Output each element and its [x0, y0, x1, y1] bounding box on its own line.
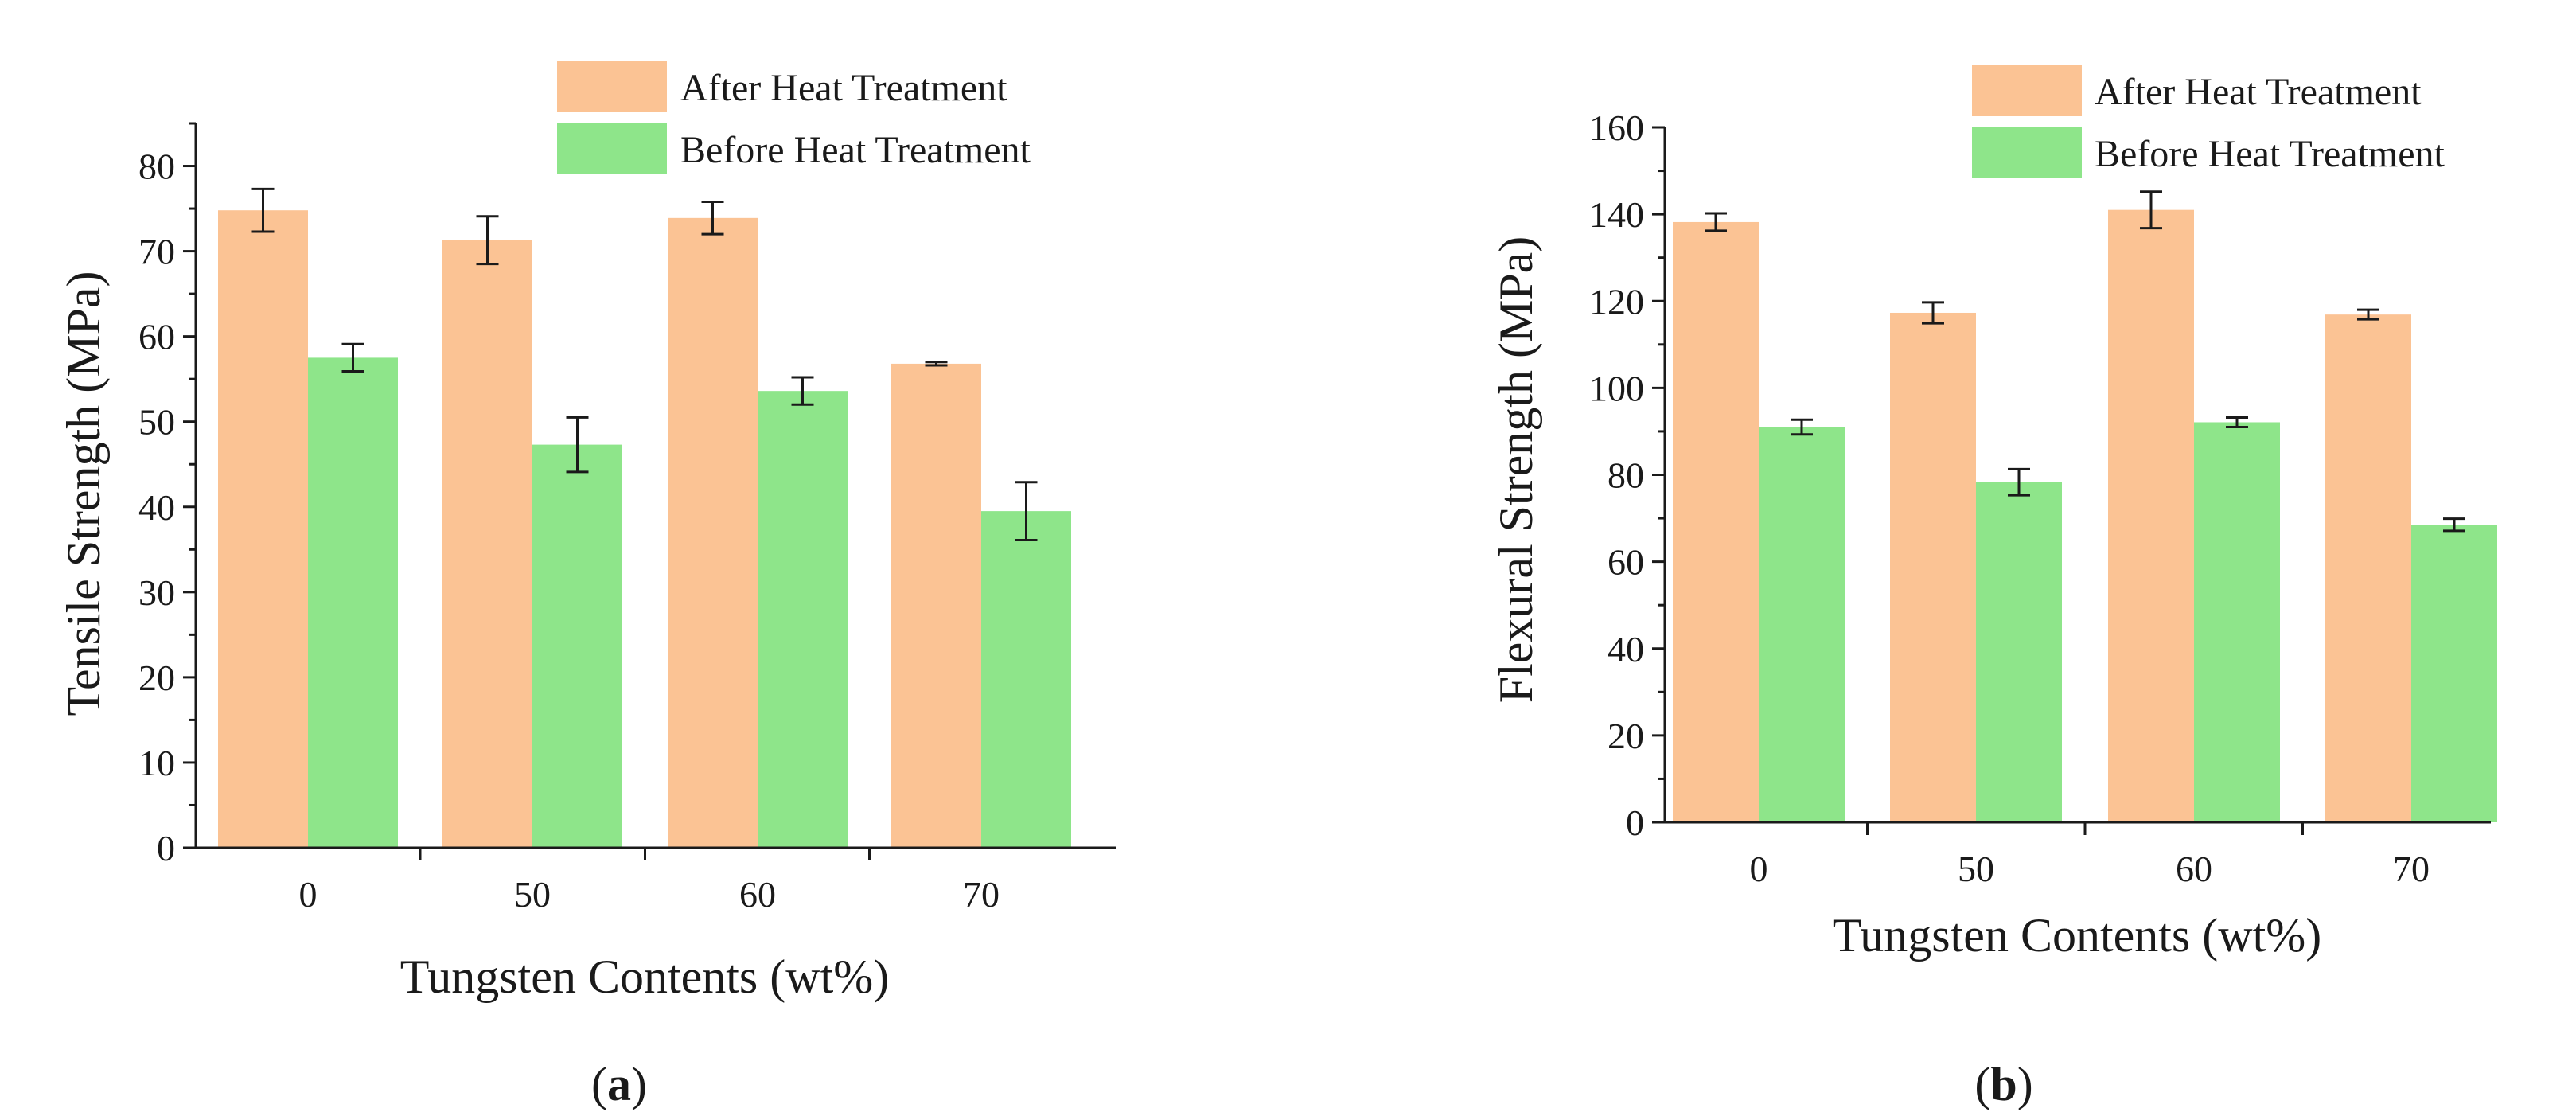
panel-label-a-open: (	[591, 1058, 607, 1110]
panel-label-b-open: (	[1974, 1058, 1990, 1110]
error-bar-0-50	[1922, 301, 1944, 325]
bar-after-heat-treatment-70	[2325, 314, 2411, 822]
x-tick-label-50: 50	[1958, 849, 1994, 889]
chart-b-y-ticks: 0 20 40 60 80 100 120 140 160	[1589, 107, 1665, 843]
bar-after-heat-treatment-0	[1673, 221, 1759, 822]
error-bar-1-70	[1015, 481, 1038, 542]
chart-b-legend: After Heat Treatment Before Heat Treatme…	[1972, 65, 2445, 178]
chart-a-y-ticks: 0 10 20 30 40 50 60 70 80	[138, 122, 196, 868]
bar-before-heat-treatment-50	[532, 444, 622, 848]
y-tick-label-100: 100	[1589, 368, 1644, 408]
x-tick-label-70: 70	[2393, 849, 2430, 889]
legend-swatch-after	[1972, 65, 2082, 116]
bar-after-heat-treatment-0	[218, 210, 308, 848]
error-bar-0-50	[476, 215, 499, 266]
panel-label-a-close: )	[631, 1058, 647, 1110]
error-bar-0-60	[2140, 190, 2162, 230]
chart-a-x-ticks: 0 50 60 70	[299, 848, 1000, 915]
panel-label-b-close: )	[2017, 1058, 2033, 1110]
y-tick-label-80: 80	[1608, 455, 1644, 496]
x-tick-label-60: 60	[2176, 849, 2212, 889]
legend-swatch-after	[557, 61, 667, 112]
y-tick-label-70: 70	[138, 232, 175, 272]
panel-label-a-letter: a	[607, 1058, 631, 1110]
chart-b-x-axis-label: Tungsten Contents (wt%)	[1833, 909, 2321, 962]
y-tick-label-120: 120	[1589, 281, 1644, 322]
y-tick-label-80: 80	[138, 146, 175, 187]
bar-after-heat-treatment-50	[1890, 312, 1976, 822]
chart-a-x-axis-label: Tungsten Contents (wt%)	[400, 950, 889, 1003]
bar-before-heat-treatment-70	[2411, 525, 2497, 822]
chart-a-tensile-strength: 0 10 20 30 40 50 60 70 80 0 50 60 70 Tungsten Conte…	[57, 61, 1116, 1110]
chart-a-bars	[218, 210, 1071, 849]
error-bar-0-70	[925, 361, 948, 367]
bar-before-heat-treatment-60	[758, 391, 848, 849]
error-bar-1-0	[341, 342, 364, 373]
y-tick-label-40: 40	[1608, 629, 1644, 669]
bar-before-heat-treatment-0	[308, 357, 398, 849]
bar-after-heat-treatment-60	[2108, 209, 2194, 822]
x-tick-label-0: 0	[1750, 849, 1768, 889]
x-tick-label-0: 0	[299, 874, 318, 915]
y-tick-label-20: 20	[1608, 716, 1644, 756]
bar-after-heat-treatment-70	[891, 363, 981, 848]
legend-label-before: Before Heat Treatment	[2095, 133, 2445, 175]
error-bar-1-50	[566, 416, 589, 474]
error-bar-0-60	[701, 200, 724, 236]
error-bar-1-0	[1791, 418, 1813, 436]
y-tick-label-10: 10	[138, 743, 175, 783]
error-bar-1-60	[791, 376, 814, 406]
y-tick-label-60: 60	[1608, 542, 1644, 583]
legend-label-before: Before Heat Treatment	[680, 129, 1031, 171]
y-tick-label-60: 60	[138, 317, 175, 357]
bar-before-heat-treatment-60	[2194, 422, 2280, 822]
chart-b-error-bars	[1705, 190, 2465, 533]
y-tick-label-20: 20	[138, 658, 175, 698]
x-tick-label-50: 50	[514, 874, 551, 915]
legend-swatch-before	[557, 123, 667, 174]
y-tick-label-0: 0	[1626, 802, 1644, 843]
error-bar-1-50	[2008, 467, 2030, 497]
error-bar-0-0	[251, 187, 275, 233]
error-bar-1-70	[2443, 517, 2465, 533]
y-tick-label-140: 140	[1589, 194, 1644, 235]
panel-label-b: (b)	[1974, 1058, 2032, 1110]
y-tick-label-40: 40	[138, 487, 175, 528]
legend-label-after: After Heat Treatment	[2095, 71, 2422, 113]
bar-before-heat-treatment-50	[1976, 482, 2062, 822]
bar-after-heat-treatment-50	[442, 240, 532, 848]
bar-before-heat-treatment-0	[1759, 427, 1845, 822]
error-bar-1-60	[2226, 416, 2248, 428]
bar-after-heat-treatment-60	[668, 217, 758, 848]
y-tick-label-50: 50	[138, 402, 175, 443]
chart-a-y-axis-label: Tensile Strength (MPa)	[57, 271, 110, 716]
x-tick-label-60: 60	[739, 874, 776, 915]
x-tick-label-70: 70	[963, 874, 1000, 915]
y-tick-label-0: 0	[157, 828, 175, 868]
chart-a-axes	[194, 123, 1116, 849]
y-tick-label-30: 30	[138, 572, 175, 613]
chart-b-flexural-strength: 0 20 40 60 80 100 120 140 160 0 50 60 70 Tungsten C…	[1490, 65, 2497, 1110]
panel-label-b-letter: b	[1990, 1058, 2017, 1110]
chart-a-legend: After Heat Treatment Before Heat Treatme…	[557, 61, 1031, 174]
bar-before-heat-treatment-70	[981, 511, 1071, 848]
error-bar-0-0	[1705, 212, 1727, 232]
chart-b-bars	[1673, 209, 2497, 822]
chart-b-x-ticks: 0 50 60 70	[1750, 822, 2430, 889]
error-bar-0-70	[2357, 308, 2379, 321]
panel-label-a: (a)	[591, 1058, 647, 1110]
chart-a-error-bars	[251, 187, 1038, 542]
legend-label-after: After Heat Treatment	[680, 67, 1007, 109]
y-tick-label-160: 160	[1589, 107, 1644, 148]
chart-b-y-axis-label: Flexural Strength (MPa)	[1490, 236, 1542, 704]
legend-swatch-before	[1972, 127, 2082, 178]
